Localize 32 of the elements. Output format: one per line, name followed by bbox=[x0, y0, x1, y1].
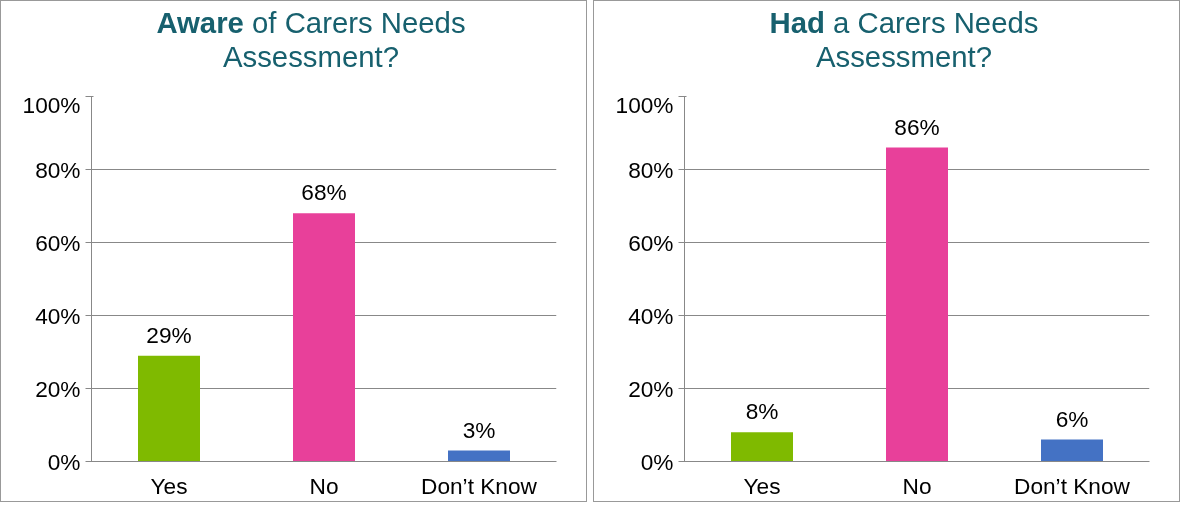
chart-title: Aware of Carers Needs Assessment? bbox=[155, 6, 467, 74]
y-tick-label: 80% bbox=[35, 156, 81, 183]
y-tick-label: 40% bbox=[628, 302, 674, 329]
y-tick-label: 0% bbox=[640, 448, 674, 475]
data-label: 86% bbox=[894, 113, 940, 140]
y-tick-label: 60% bbox=[35, 229, 81, 256]
y-tick-label: 40% bbox=[35, 302, 81, 329]
bar bbox=[293, 213, 355, 462]
bar bbox=[138, 355, 200, 462]
x-tick-label: No bbox=[309, 472, 339, 499]
bar bbox=[1041, 439, 1103, 462]
y-tick-label: 60% bbox=[628, 229, 674, 256]
x-tick-label: No bbox=[902, 472, 932, 499]
data-label: 68% bbox=[301, 179, 347, 206]
bar bbox=[731, 432, 793, 462]
x-tick-label: Yes bbox=[150, 472, 188, 499]
bar bbox=[886, 147, 948, 462]
chart-title: Had a Carers Needs Assessment? bbox=[768, 6, 1040, 74]
y-tick-label: 20% bbox=[628, 375, 674, 402]
data-label: 6% bbox=[1055, 405, 1089, 432]
y-tick-label: 20% bbox=[35, 375, 81, 402]
x-tick-label: Yes bbox=[743, 472, 781, 499]
x-tick-label: Don’t Know bbox=[421, 472, 538, 499]
y-tick-label: 80% bbox=[628, 156, 674, 183]
data-label: 8% bbox=[745, 398, 779, 425]
data-label: 29% bbox=[146, 321, 192, 348]
bar bbox=[448, 450, 510, 462]
y-tick-label: 100% bbox=[615, 91, 674, 118]
x-tick-label: Don’t Know bbox=[1014, 472, 1131, 499]
data-label: 3% bbox=[462, 416, 496, 443]
y-tick-label: 100% bbox=[22, 91, 81, 118]
y-tick-label: 0% bbox=[47, 448, 81, 475]
